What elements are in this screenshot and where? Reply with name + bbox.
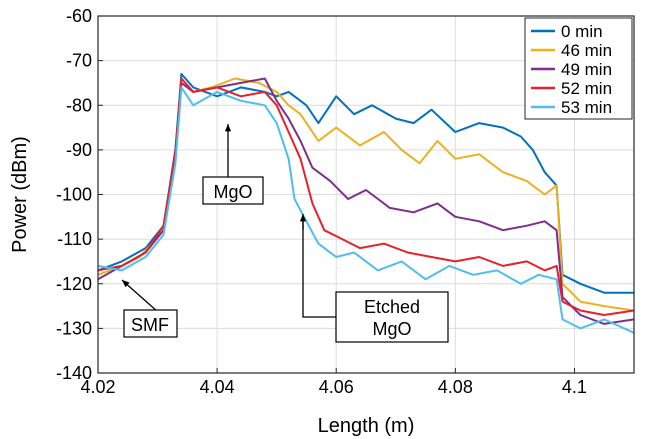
mgo-label: MgO <box>213 182 252 202</box>
x-tick-label: 4.04 <box>200 377 235 397</box>
data-series <box>97 73 635 334</box>
axis-ticks: 4.02 4.04 4.06 4.08 4.1 -140 -130 -120 -110 -100 -… <box>56 6 587 397</box>
y-tick-label: -90 <box>66 140 92 160</box>
y-tick-label: -100 <box>56 185 92 205</box>
smf-arrow <box>121 279 159 313</box>
etched-mgo-arrow <box>302 220 336 318</box>
legend-label: 0 min <box>561 22 603 41</box>
mgo-arrow-head <box>224 124 232 132</box>
y-tick-label: -60 <box>66 6 92 26</box>
etched-mgo-box <box>335 291 449 343</box>
y-tick-label: -130 <box>56 318 92 338</box>
smf-label: SMF <box>131 315 169 335</box>
x-tick-label: 4.06 <box>319 377 354 397</box>
y-tick-label: -80 <box>66 95 92 115</box>
smf-box <box>123 309 178 338</box>
y-tick-label: -120 <box>56 274 92 294</box>
y-tick-label: -70 <box>66 51 92 71</box>
x-tick-label: 4.02 <box>80 377 115 397</box>
y-tick-label: -140 <box>56 363 92 383</box>
series-line-53-min <box>97 86 635 334</box>
y-tick-label: -110 <box>57 229 92 249</box>
mgo-box <box>202 176 264 205</box>
legend-label: 52 min <box>561 79 612 98</box>
y-axis-label: Power (dBm) <box>9 136 31 253</box>
series-line-0-min <box>97 73 634 294</box>
x-tick-label: 4.1 <box>562 377 587 397</box>
etched-mgo-arrowhead-head <box>299 214 307 222</box>
etched-mgo-label: Etched MgO <box>364 297 420 339</box>
legend-label: 49 min <box>561 60 612 79</box>
x-tick-label: 4.08 <box>438 377 473 397</box>
legend-label: 46 min <box>561 41 612 60</box>
x-axis-label: Length (m) <box>318 415 415 437</box>
legend-label: 53 min <box>561 98 612 117</box>
smf-arrow-head <box>122 280 130 288</box>
annotations: MgO Etched MgO SMF <box>121 124 449 343</box>
